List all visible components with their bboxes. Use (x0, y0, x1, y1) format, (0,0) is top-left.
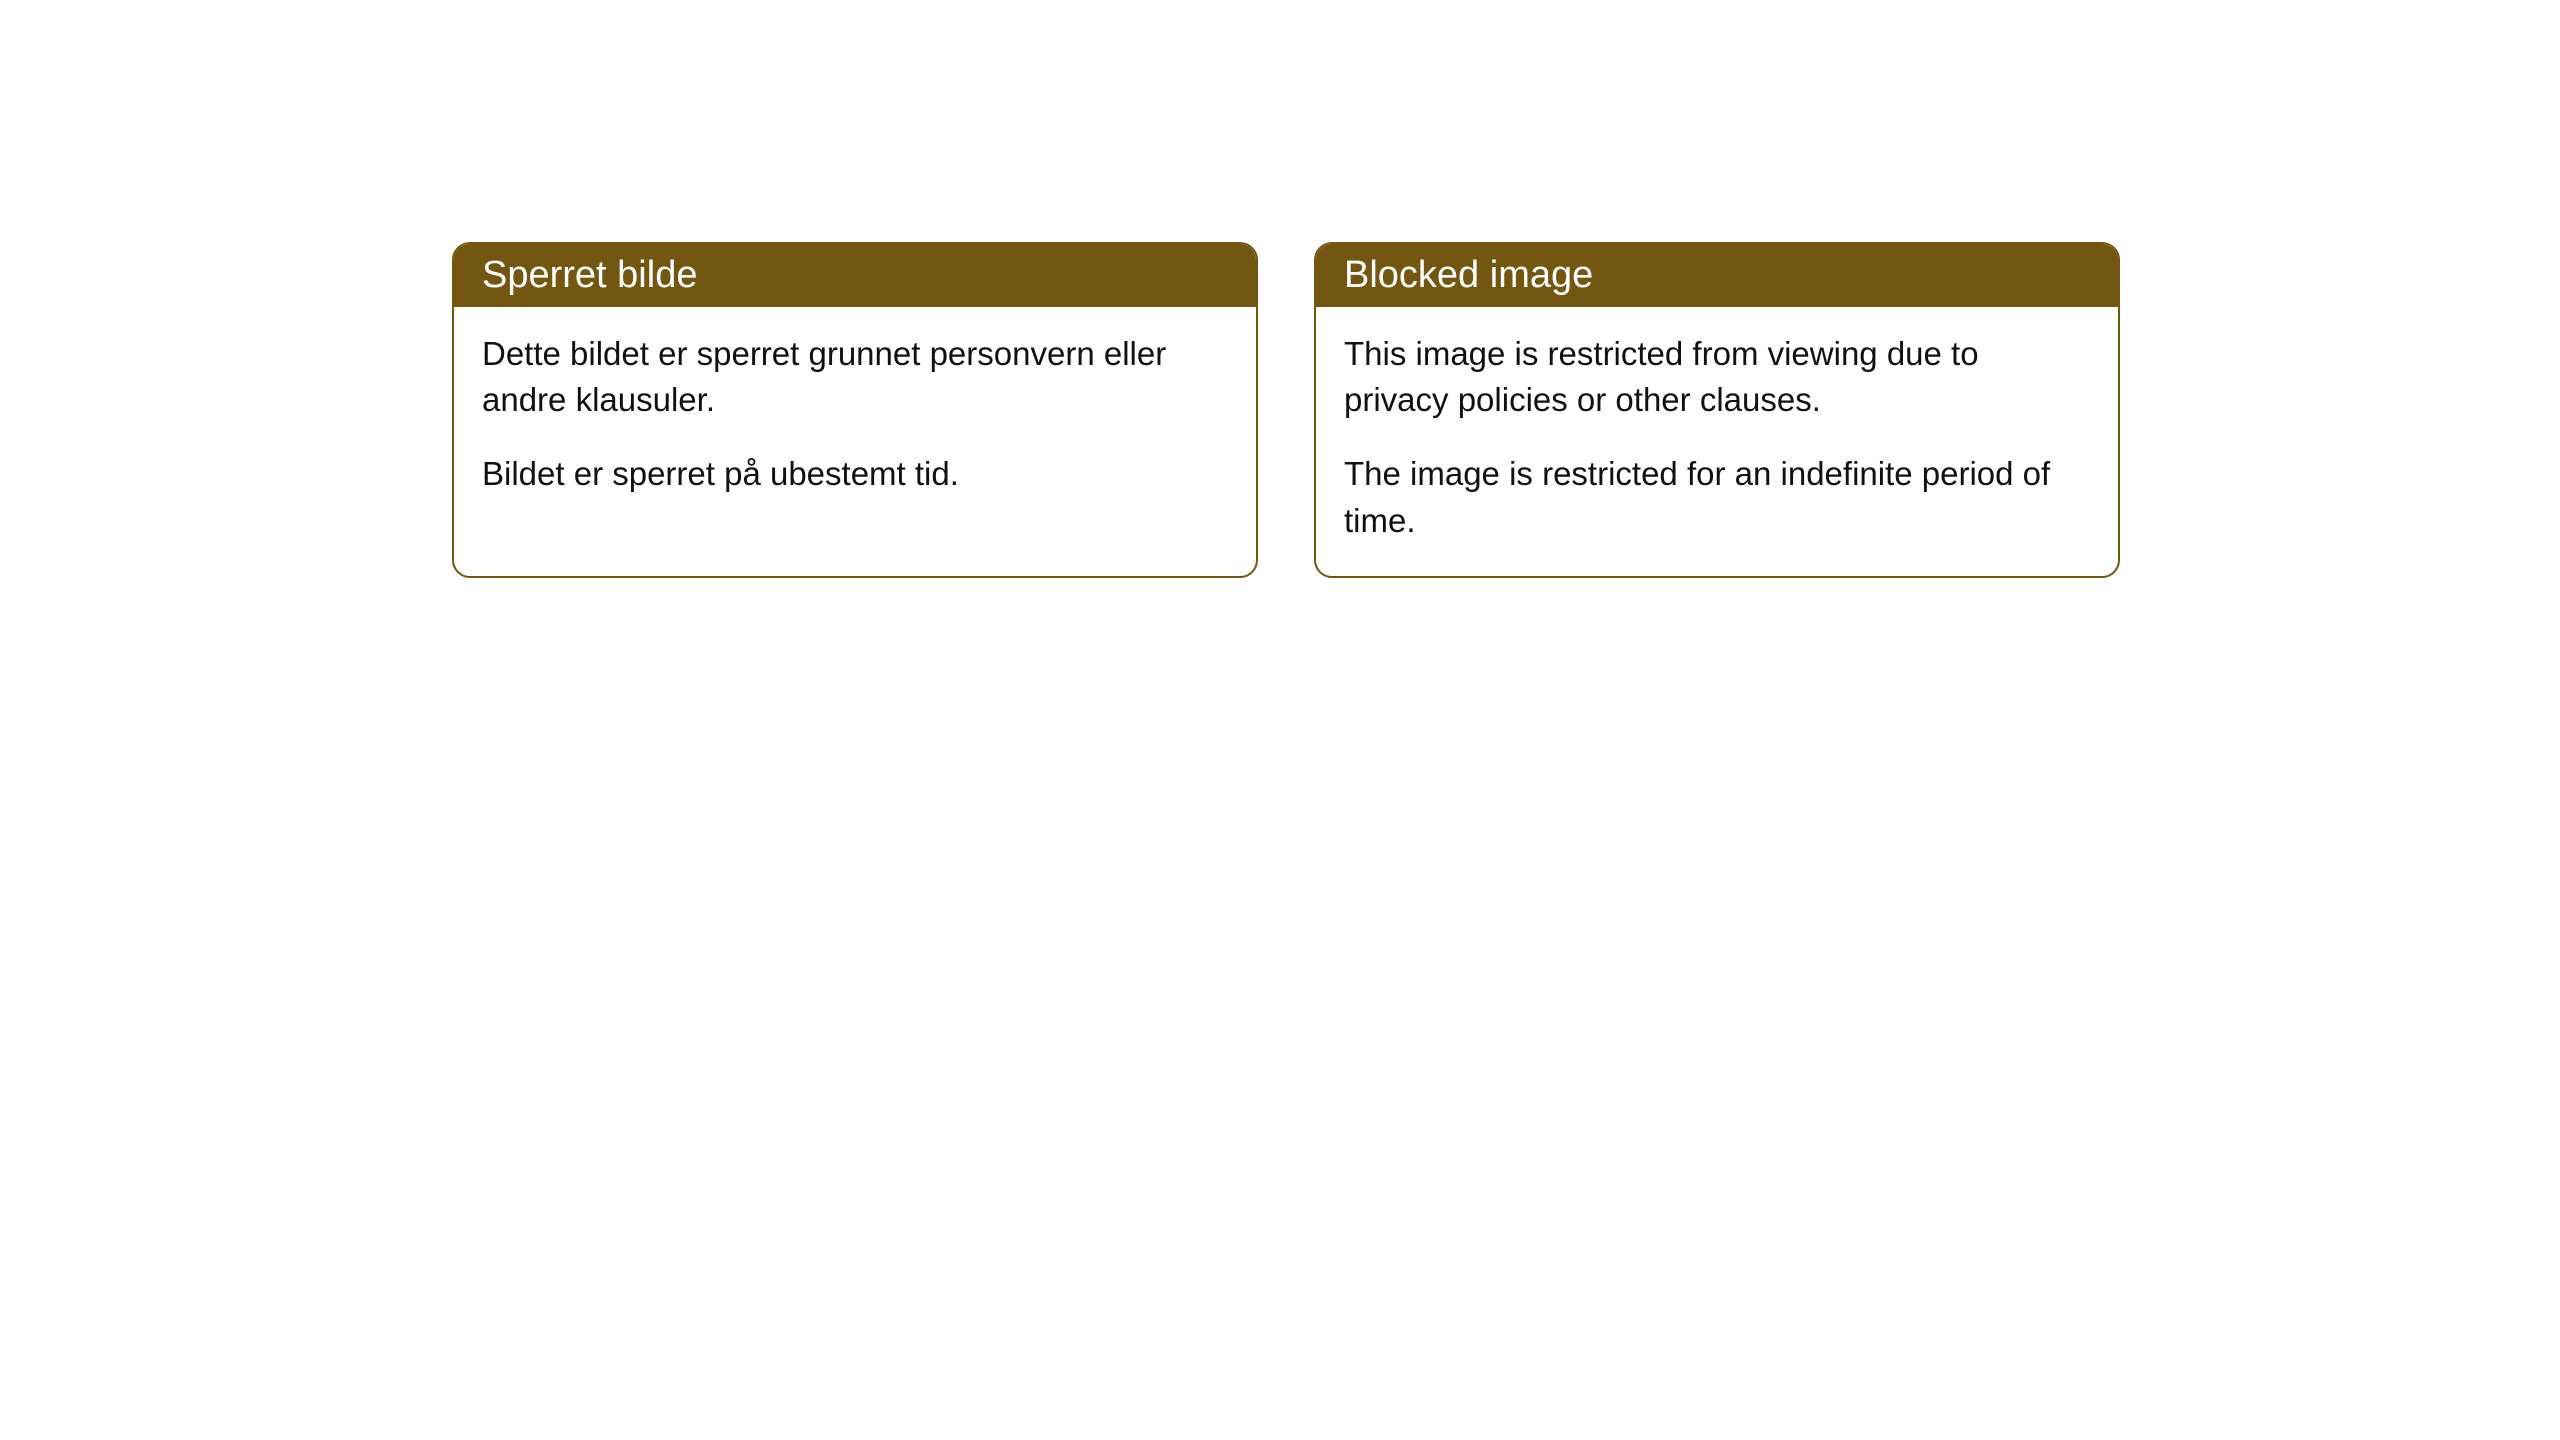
card-body: This image is restricted from viewing du… (1316, 307, 2118, 576)
card-header: Blocked image (1316, 244, 2118, 307)
card-body: Dette bildet er sperret grunnet personve… (454, 307, 1256, 530)
card-header: Sperret bilde (454, 244, 1256, 307)
card-title: Blocked image (1344, 254, 1593, 296)
card-paragraph: This image is restricted from viewing du… (1344, 331, 2090, 423)
blocked-image-card-en: Blocked image This image is restricted f… (1314, 242, 2120, 578)
card-paragraph: Bildet er sperret på ubestemt tid. (482, 451, 1228, 497)
blocked-image-card-no: Sperret bilde Dette bildet er sperret gr… (452, 242, 1258, 578)
card-title: Sperret bilde (482, 254, 697, 296)
notice-cards-row: Sperret bilde Dette bildet er sperret gr… (0, 0, 2560, 578)
card-paragraph: The image is restricted for an indefinit… (1344, 451, 2090, 543)
card-paragraph: Dette bildet er sperret grunnet personve… (482, 331, 1228, 423)
